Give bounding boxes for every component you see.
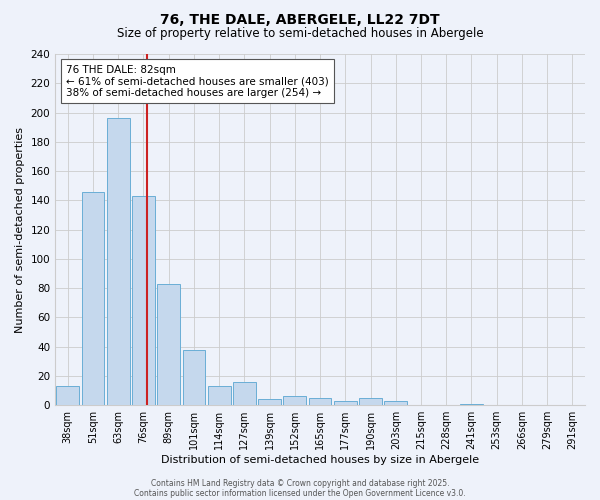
Text: Contains public sector information licensed under the Open Government Licence v3: Contains public sector information licen… [134,488,466,498]
Text: 76 THE DALE: 82sqm
← 61% of semi-detached houses are smaller (403)
38% of semi-d: 76 THE DALE: 82sqm ← 61% of semi-detache… [66,64,329,98]
Bar [283,396,306,405]
Bar [157,284,180,405]
Bar [208,386,230,405]
Bar [258,400,281,405]
Bar [132,196,155,405]
Bar [82,192,104,405]
Text: Size of property relative to semi-detached houses in Abergele: Size of property relative to semi-detach… [116,28,484,40]
Y-axis label: Number of semi-detached properties: Number of semi-detached properties [15,126,25,332]
Bar [309,398,331,405]
Bar [56,386,79,405]
Text: 76, THE DALE, ABERGELE, LL22 7DT: 76, THE DALE, ABERGELE, LL22 7DT [160,12,440,26]
Bar [385,401,407,405]
Bar [334,401,356,405]
Bar [233,382,256,405]
Bar [107,118,130,405]
Bar [460,404,483,405]
Text: Contains HM Land Registry data © Crown copyright and database right 2025.: Contains HM Land Registry data © Crown c… [151,478,449,488]
Bar [359,398,382,405]
Bar [182,350,205,405]
X-axis label: Distribution of semi-detached houses by size in Abergele: Distribution of semi-detached houses by … [161,455,479,465]
